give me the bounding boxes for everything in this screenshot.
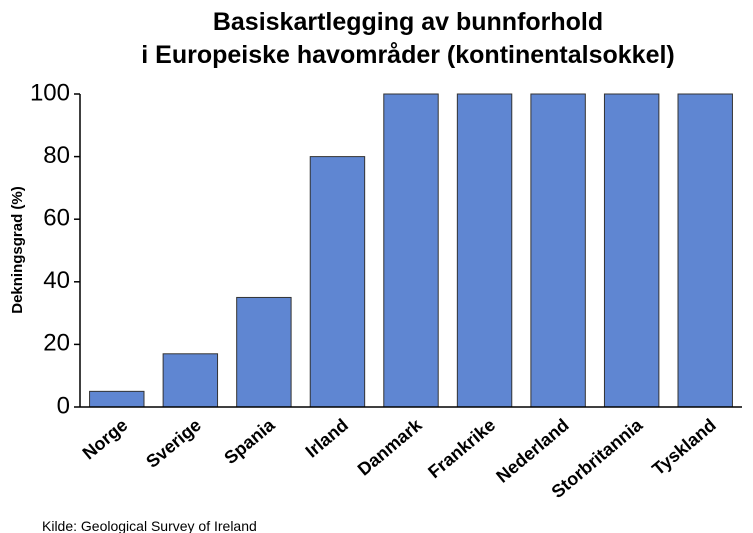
x-tick-label: Norge: [79, 415, 132, 464]
chart-title: i Europeiske havområder (kontinentalsokk…: [141, 41, 675, 69]
x-tick-label: Danmark: [354, 414, 427, 479]
bar: [383, 93, 439, 408]
y-tick-label: 100: [30, 79, 70, 106]
x-tick-label: Sverige: [142, 415, 205, 472]
bar: [530, 93, 586, 408]
bar: [236, 296, 292, 408]
bar: [677, 93, 733, 408]
bar: [456, 93, 513, 408]
chart-title: Basiskartlegging av bunnforhold: [213, 8, 603, 36]
x-tick-label: Frankrike: [424, 415, 499, 482]
y-tick-label: 40: [43, 267, 70, 294]
bar: [89, 390, 145, 408]
x-tick-label: Spania: [220, 414, 279, 468]
y-tick-label: 80: [43, 142, 70, 169]
source-note: Kilde: Geological Survey of Ireland: [42, 518, 257, 533]
bar: [309, 156, 366, 408]
x-tick-label: Tyskland: [648, 415, 720, 480]
y-tick-label: 0: [57, 392, 70, 419]
x-tick-label: Irland: [302, 415, 352, 462]
y-tick-label: 60: [43, 205, 70, 232]
bar: [162, 353, 219, 408]
y-axis-label: Dekningsgrad (%): [9, 186, 26, 314]
bar: [603, 93, 660, 408]
y-tick-label: 20: [43, 330, 70, 357]
